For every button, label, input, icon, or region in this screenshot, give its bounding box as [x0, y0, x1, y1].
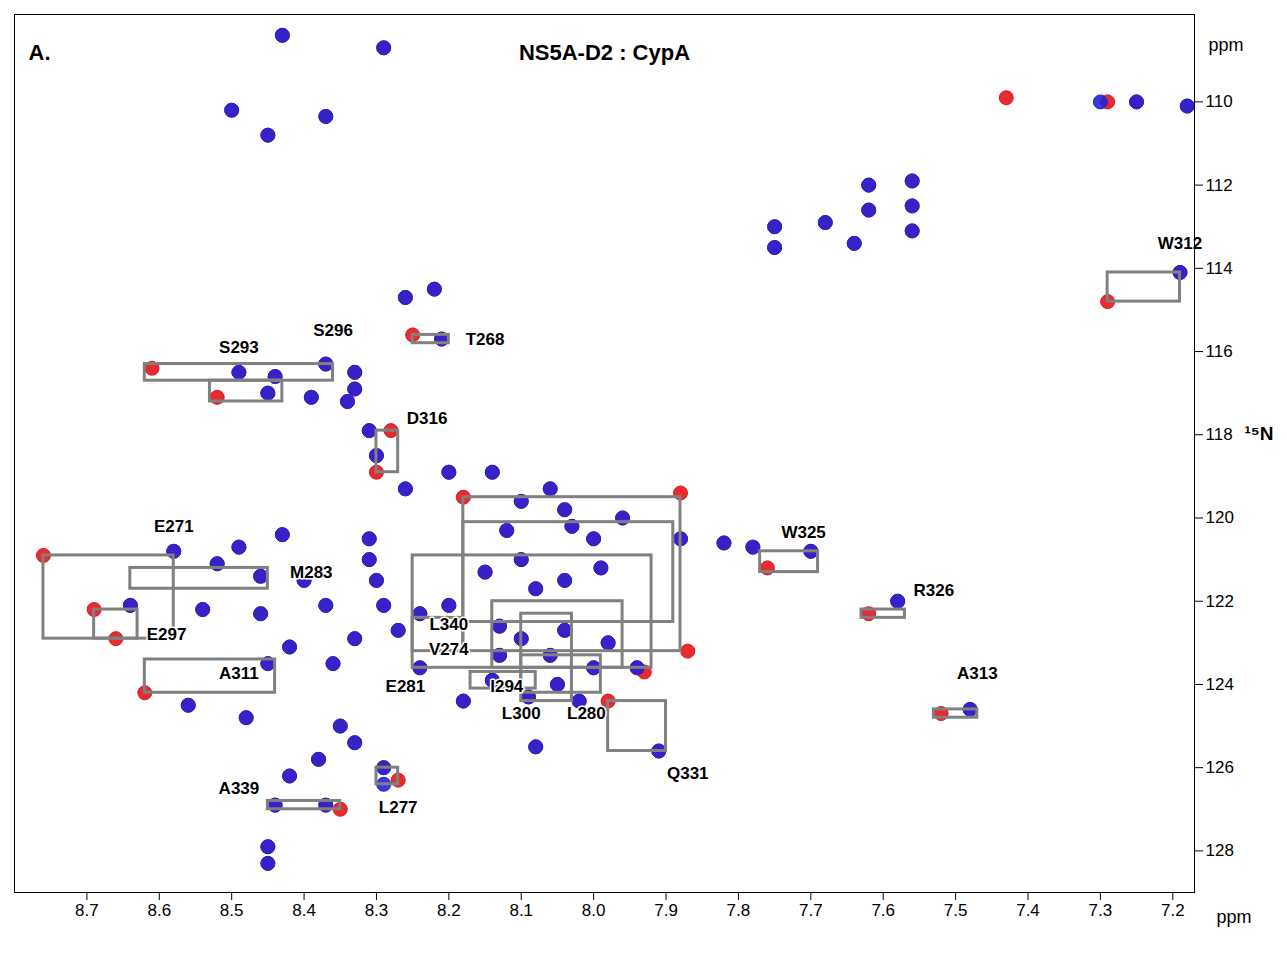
svg-text:V274: V274 — [429, 640, 469, 659]
svg-text:8.2: 8.2 — [437, 901, 461, 920]
svg-text:A.: A. — [29, 40, 51, 65]
svg-text:E297: E297 — [147, 625, 187, 644]
svg-text:M283: M283 — [290, 563, 333, 582]
svg-text:8.6: 8.6 — [147, 901, 171, 920]
svg-text:ppm: ppm — [1209, 35, 1244, 55]
svg-text:E271: E271 — [154, 517, 194, 536]
svg-text:NS5A-D2 : CypA: NS5A-D2 : CypA — [519, 40, 690, 65]
svg-text:7.3: 7.3 — [1089, 901, 1113, 920]
svg-text:8.1: 8.1 — [509, 901, 533, 920]
svg-text:W325: W325 — [781, 523, 825, 542]
svg-text:110: 110 — [1206, 92, 1233, 111]
svg-text:8.0: 8.0 — [582, 901, 606, 920]
svg-text:I294: I294 — [490, 677, 524, 696]
svg-text:8.4: 8.4 — [292, 901, 316, 920]
svg-text:126: 126 — [1206, 758, 1234, 777]
svg-text:7.9: 7.9 — [654, 901, 678, 920]
svg-text:ppm: ppm — [1217, 907, 1252, 927]
svg-text:118: 118 — [1206, 425, 1233, 444]
svg-text:7.8: 7.8 — [727, 901, 751, 920]
svg-text:A313: A313 — [957, 664, 998, 683]
svg-text:A339: A339 — [219, 779, 260, 798]
svg-text:7.2: 7.2 — [1161, 901, 1185, 920]
svg-text:L300: L300 — [502, 704, 541, 723]
svg-text:7.6: 7.6 — [871, 901, 895, 920]
svg-text:E281: E281 — [386, 677, 426, 696]
svg-text:R326: R326 — [914, 581, 955, 600]
svg-text:7.4: 7.4 — [1016, 901, 1040, 920]
svg-text:D316: D316 — [407, 409, 448, 428]
svg-text:T268: T268 — [466, 330, 505, 349]
svg-text:8.5: 8.5 — [220, 901, 244, 920]
svg-text:L280: L280 — [567, 704, 606, 723]
svg-text:W312: W312 — [1158, 234, 1202, 253]
svg-text:A311: A311 — [219, 664, 259, 683]
svg-text:Q331: Q331 — [667, 764, 709, 783]
svg-text:S293: S293 — [219, 338, 259, 357]
svg-text:L340: L340 — [429, 615, 468, 634]
svg-text:124: 124 — [1206, 675, 1234, 694]
svg-text:114: 114 — [1206, 259, 1233, 278]
svg-text:¹⁵N: ¹⁵N — [1245, 423, 1274, 444]
svg-text:128: 128 — [1206, 841, 1234, 860]
svg-text:122: 122 — [1206, 592, 1234, 611]
svg-text:7.5: 7.5 — [944, 901, 968, 920]
svg-text:116: 116 — [1206, 342, 1233, 361]
svg-text:L277: L277 — [379, 798, 418, 817]
svg-text:8.3: 8.3 — [365, 901, 389, 920]
svg-text:7.7: 7.7 — [799, 901, 823, 920]
svg-text:112: 112 — [1206, 176, 1233, 195]
svg-text:120: 120 — [1206, 508, 1234, 527]
svg-text:S296: S296 — [313, 321, 353, 340]
svg-text:8.7: 8.7 — [75, 901, 99, 920]
